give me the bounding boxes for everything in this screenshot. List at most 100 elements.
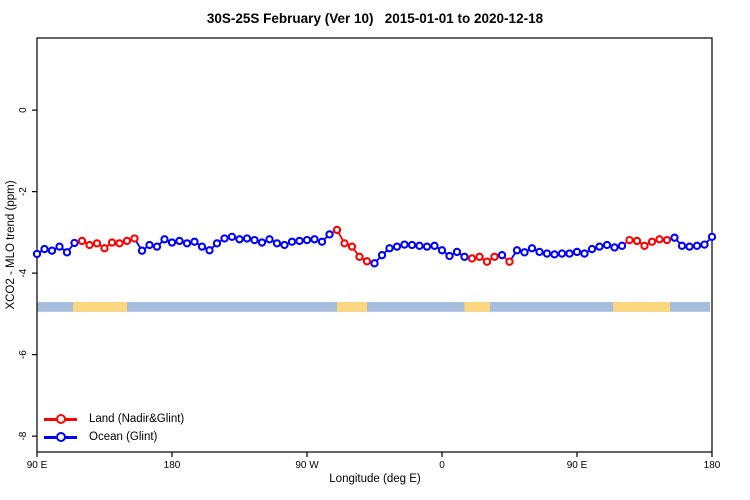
land-data-point bbox=[362, 257, 372, 266]
land-band-segment bbox=[73, 302, 127, 312]
ocean-data-point bbox=[602, 240, 612, 250]
ocean-data-point bbox=[692, 241, 702, 250]
land-data-point bbox=[77, 236, 87, 246]
land-data-point bbox=[122, 236, 132, 246]
ocean-data-point bbox=[47, 246, 57, 255]
ocean-data-point bbox=[40, 244, 49, 254]
ocean-data-point bbox=[542, 249, 552, 258]
land-band-segment bbox=[464, 302, 490, 312]
ocean-data-point bbox=[242, 234, 252, 243]
ocean-data-point bbox=[685, 242, 694, 251]
ocean-data-point bbox=[617, 241, 627, 250]
ocean-data-point bbox=[250, 235, 259, 245]
ocean-data-point bbox=[520, 248, 529, 257]
ocean-data-point bbox=[295, 236, 304, 246]
ocean-data-point bbox=[287, 237, 297, 246]
x-axis-label: Longitude (deg E) bbox=[329, 473, 421, 485]
land-data-point bbox=[85, 240, 94, 250]
ocean-data-point bbox=[565, 249, 574, 258]
ocean-data-point bbox=[145, 240, 154, 250]
ocean-data-point bbox=[197, 242, 207, 251]
land-data-point bbox=[467, 254, 477, 263]
land-data-point bbox=[340, 239, 349, 248]
x-tick-label: 90 W bbox=[295, 460, 319, 471]
land-data-point bbox=[100, 244, 109, 253]
ocean-data-point bbox=[182, 239, 192, 248]
land-data-point bbox=[482, 257, 492, 266]
x-tick-label: 90 E bbox=[567, 460, 588, 471]
ocean-data-point bbox=[32, 249, 42, 259]
y-tick-label: -8 bbox=[18, 431, 29, 440]
ocean-data-point bbox=[527, 244, 537, 253]
ocean-data-point bbox=[235, 235, 244, 244]
ocean-data-point bbox=[535, 247, 544, 257]
land-data-point bbox=[115, 239, 124, 248]
x-tick-label: 90 E bbox=[27, 460, 48, 471]
land-data-point bbox=[92, 239, 102, 248]
ocean-data-point bbox=[572, 247, 582, 257]
ocean-data-point bbox=[265, 235, 274, 244]
ocean-data-point bbox=[137, 246, 147, 255]
ocean-data-point bbox=[152, 242, 162, 251]
ocean-legend-marker-icon bbox=[44, 432, 77, 442]
land-data-point bbox=[647, 237, 657, 246]
y-tick-label: -2 bbox=[18, 187, 29, 196]
ocean-data-point bbox=[167, 238, 177, 247]
ocean-data-point bbox=[55, 242, 64, 251]
ocean-data-point bbox=[430, 241, 439, 250]
ocean-data-point bbox=[205, 246, 214, 255]
y-tick-label: 0 bbox=[18, 107, 29, 113]
ocean-data-point bbox=[670, 233, 679, 242]
ocean-data-point bbox=[257, 238, 267, 247]
land-data-point bbox=[625, 235, 634, 245]
y-tick-label: -6 bbox=[18, 350, 29, 359]
legend-item-land: Land (Nadir&Glint) bbox=[44, 411, 184, 427]
ocean-data-point bbox=[370, 259, 379, 268]
land-data-point bbox=[332, 225, 342, 235]
ocean-data-point bbox=[580, 249, 589, 258]
ocean-data-point bbox=[220, 234, 229, 243]
land-band-segment bbox=[337, 302, 367, 312]
land-data-point bbox=[640, 241, 649, 250]
ocean-data-point bbox=[310, 235, 319, 244]
plot-frame bbox=[36, 37, 713, 453]
ocean-data-point bbox=[512, 246, 522, 255]
ocean-data-point bbox=[587, 244, 597, 254]
ocean-data-point bbox=[460, 252, 469, 261]
ocean-data-point bbox=[325, 230, 334, 239]
ocean-data-point bbox=[392, 242, 402, 251]
legend: Land (Nadir&Glint) Ocean (Glint) bbox=[44, 411, 184, 445]
ocean-data-point bbox=[400, 240, 409, 249]
ocean-data-point bbox=[707, 232, 717, 242]
ocean-data-point bbox=[445, 251, 454, 261]
ocean-data-point bbox=[415, 241, 424, 250]
ocean-data-point bbox=[422, 242, 432, 251]
ocean-data-point bbox=[62, 248, 72, 257]
land-data-point bbox=[662, 235, 672, 245]
legend-label-ocean: Ocean (Glint) bbox=[89, 431, 158, 443]
ocean-data-point bbox=[677, 241, 687, 250]
x-tick-label: 0 bbox=[439, 460, 445, 471]
ocean-data-point bbox=[407, 240, 417, 250]
land-legend-marker-icon bbox=[44, 414, 77, 424]
ocean-band bbox=[37, 302, 711, 312]
y-tick-label: -4 bbox=[18, 268, 29, 277]
land-data-point bbox=[632, 236, 642, 246]
ocean-data-point bbox=[160, 235, 169, 244]
ocean-data-point bbox=[452, 247, 462, 257]
land-data-point bbox=[107, 238, 117, 247]
land-band-segment bbox=[613, 302, 670, 312]
ocean-data-point bbox=[610, 243, 619, 252]
ocean-data-point bbox=[272, 239, 282, 248]
ocean-data-point bbox=[437, 246, 447, 255]
legend-label-land: Land (Nadir&Glint) bbox=[89, 413, 185, 425]
chart-title: 30S-25S February (Ver 10) 2015-01-01 to … bbox=[206, 11, 544, 26]
land-data-point bbox=[505, 257, 514, 266]
land-data-point bbox=[655, 235, 664, 244]
ocean-data-point bbox=[70, 238, 79, 248]
ocean-data-point bbox=[497, 251, 507, 260]
ocean-data-point bbox=[700, 240, 709, 249]
ocean-data-point bbox=[557, 249, 567, 258]
